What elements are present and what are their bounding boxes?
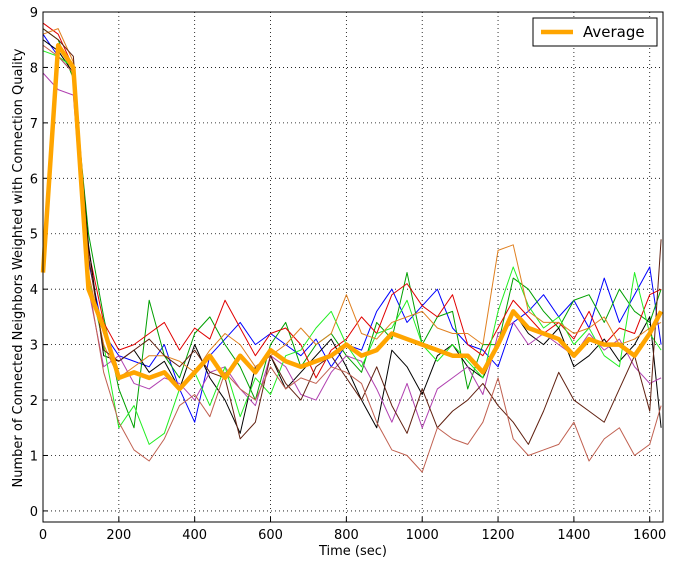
x-tick-label: 1600: [633, 528, 666, 543]
y-tick-label: 3: [30, 339, 38, 354]
x-tick-label: 600: [258, 528, 283, 543]
average-line: [40, 43, 664, 392]
series-line: [42, 28, 662, 429]
series-line: [42, 50, 662, 445]
y-tick-label: 6: [30, 172, 38, 187]
y-tick-label: 5: [30, 228, 38, 243]
y-tick-label: 4: [30, 283, 38, 298]
y-tick-label: 8: [30, 61, 38, 76]
x-axis-label: Time (sec): [318, 544, 387, 559]
series-line: [42, 33, 662, 423]
series-line: [42, 22, 662, 379]
x-tick-label: 0: [39, 528, 47, 543]
y-tick-label: 7: [30, 117, 38, 132]
x-tick-label: 200: [106, 528, 131, 543]
y-tick-label: 0: [30, 505, 38, 520]
series-line: [42, 39, 662, 434]
series-line: [42, 28, 662, 445]
x-tick-label: 400: [182, 528, 207, 543]
plot-frame: [42, 11, 664, 523]
x-tick-label: 1000: [406, 528, 439, 543]
legend-label: Average: [583, 23, 645, 41]
y-tick-label: 9: [30, 6, 38, 21]
series-line: [42, 44, 662, 473]
x-tick-label: 1400: [557, 528, 590, 543]
y-axis-label: Number of Connected Neighbors Weighted w…: [11, 48, 26, 487]
series-line: [42, 28, 662, 379]
y-tick-label: 1: [30, 449, 38, 464]
y-tick-label: 2: [30, 394, 38, 409]
series-line: [42, 72, 662, 429]
x-tick-label: 1200: [481, 528, 514, 543]
x-tick-label: 800: [334, 528, 359, 543]
